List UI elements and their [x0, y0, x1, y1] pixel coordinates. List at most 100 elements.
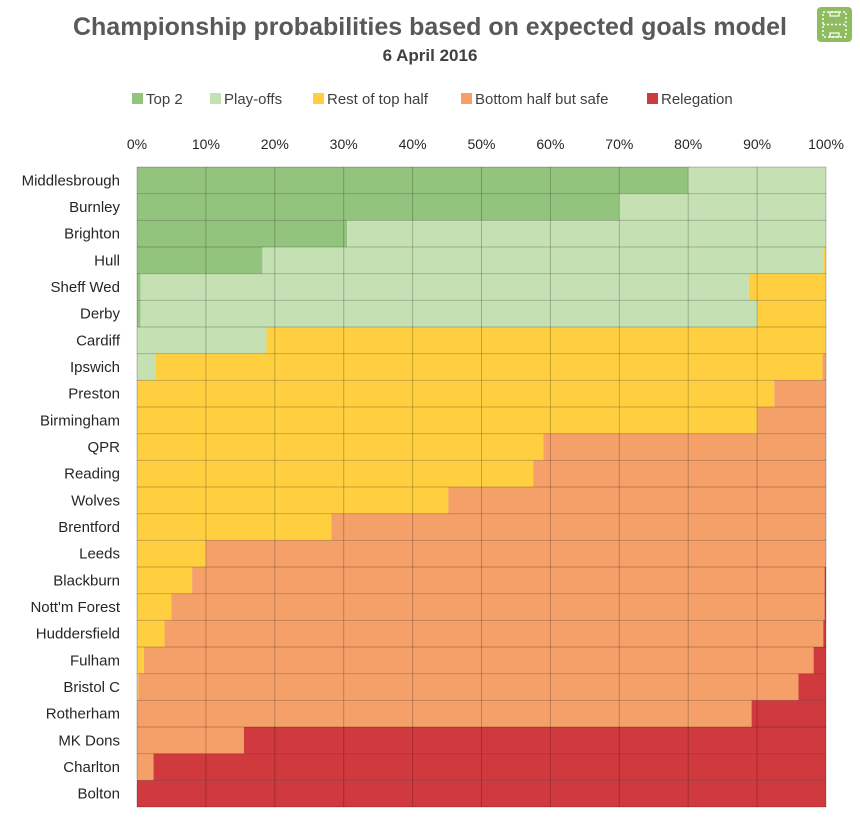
x-tick-label: 30% [330, 136, 358, 152]
category-label: Bolton [77, 786, 120, 803]
x-tick-label: 60% [536, 136, 564, 152]
bar-segment [533, 460, 826, 487]
category-label: Nott'm Forest [30, 599, 120, 616]
category-label: Wolves [71, 492, 120, 509]
legend-label: Play-offs [224, 91, 282, 108]
bar-segment [331, 513, 826, 541]
legend-label: Top 2 [146, 91, 183, 108]
legend-swatch [647, 93, 658, 104]
pitch-icon [817, 7, 852, 42]
bar-segment [205, 540, 826, 567]
bar-segment [751, 700, 826, 727]
bar-segment [137, 460, 534, 487]
x-tick-label: 40% [399, 136, 427, 152]
category-label: MK Dons [58, 732, 120, 749]
bar-segment [448, 487, 826, 514]
category-label: Brighton [64, 226, 120, 243]
bar-segment [164, 620, 824, 647]
bar-segment [137, 673, 139, 701]
bar-segment [757, 407, 826, 434]
legend-swatch [210, 93, 221, 104]
legend-label: Bottom half but safe [475, 91, 608, 108]
category-label: Hull [94, 252, 120, 269]
bar-segment [137, 567, 193, 594]
bar-segment [137, 727, 244, 754]
bar-segment [688, 167, 826, 194]
bar-segment [192, 567, 825, 594]
x-tick-label: 100% [808, 136, 844, 152]
chart-subtitle: 6 April 2016 [383, 46, 478, 65]
category-label: Derby [80, 306, 121, 323]
bar-segment [138, 673, 799, 701]
x-axis-ticks: 0% 10% 20% 30% 40% 50% 60% 70% 80% 90% 100% [127, 136, 844, 152]
category-label: Ipswich [70, 359, 120, 376]
bar-segment [813, 647, 826, 674]
legend-swatch [313, 93, 324, 104]
bar-segment [137, 273, 141, 301]
bar-segment [137, 513, 332, 541]
category-label: Sheff Wed [51, 279, 121, 296]
bar-segment [137, 753, 154, 781]
bar-segment [543, 433, 826, 461]
category-label: Blackburn [53, 572, 120, 589]
chart-title: Championship probabilities based on expe… [73, 13, 787, 41]
bar-segment [243, 727, 827, 754]
bar-segment [774, 380, 826, 407]
bar-segment [155, 353, 823, 381]
category-label: Bristol C [63, 679, 120, 696]
bar-segment [143, 647, 814, 674]
bar-segment [137, 407, 758, 434]
category-label: Preston [68, 386, 120, 403]
x-tick-label: 0% [127, 136, 147, 152]
category-label: Fulham [70, 652, 120, 669]
bar-segment [823, 620, 826, 647]
bar-segment [137, 220, 348, 247]
bar-segment [137, 300, 141, 327]
category-label: Leeds [79, 546, 120, 563]
bar-segment [137, 540, 206, 567]
bar-segment [140, 273, 749, 301]
x-tick-label: 70% [605, 136, 633, 152]
category-label: QPR [87, 439, 120, 456]
bar-segment [822, 353, 826, 381]
bar-segment [137, 647, 144, 674]
bar-segment [137, 700, 752, 727]
category-label: Huddersfield [36, 626, 120, 643]
bar-segment [137, 167, 689, 194]
bar-segment [153, 753, 826, 781]
legend-swatch [132, 93, 143, 104]
bar-segment [137, 780, 826, 807]
x-tick-label: 10% [192, 136, 220, 152]
bar-segment [824, 593, 826, 621]
category-labels: Middlesbrough Burnley Brighton Hull Sheff We… [22, 172, 121, 802]
bar-segment [824, 567, 826, 594]
category-label: Reading [64, 466, 120, 483]
bar-segment [347, 220, 826, 247]
x-tick-label: 50% [467, 136, 495, 152]
category-label: Cardiff [76, 332, 121, 349]
bar-segment [266, 327, 827, 354]
legend-swatch [461, 93, 472, 104]
bar-segment [137, 380, 775, 407]
bar-segment [137, 487, 449, 514]
bar-segment [757, 300, 826, 327]
bar-segment [798, 673, 826, 701]
category-label: Brentford [58, 519, 120, 536]
legend-label: Rest of top half [327, 91, 429, 108]
bar-segment [748, 273, 826, 301]
x-tick-label: 20% [261, 136, 289, 152]
bar-segment [171, 593, 825, 621]
category-label: Charlton [63, 759, 120, 776]
bar-segment [823, 247, 826, 274]
bar-segment [137, 247, 263, 274]
bar-segment [137, 193, 620, 221]
bar-segment [137, 620, 165, 647]
bar-segment [137, 353, 156, 381]
category-label: Middlesbrough [22, 172, 120, 189]
category-label: Rotherham [46, 706, 120, 723]
bar-segment [262, 247, 824, 274]
category-label: Birmingham [40, 412, 120, 429]
x-tick-label: 90% [743, 136, 771, 152]
legend-label: Relegation [661, 91, 733, 108]
